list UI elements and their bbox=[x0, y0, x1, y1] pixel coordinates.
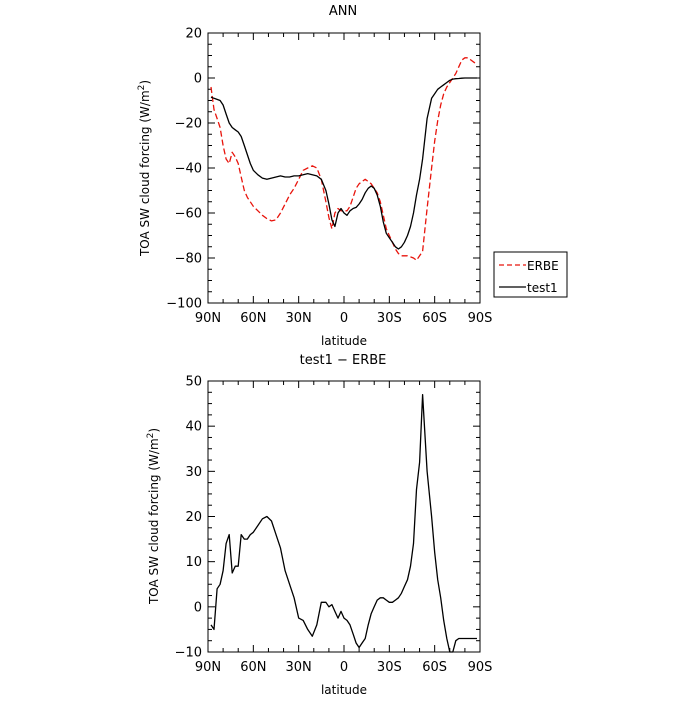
top-x-tick-labels: 90N 60N 30N 0 30S 60S 90S bbox=[195, 311, 493, 326]
bottom-x-tick-labels: 90N 60N 30N 0 30S 60S 90S bbox=[195, 660, 493, 675]
y-tick-label: −10 bbox=[175, 646, 202, 661]
x-tick-label: 0 bbox=[340, 311, 348, 326]
x-tick-label: 90N bbox=[195, 660, 221, 675]
y-tick-label: −80 bbox=[175, 252, 202, 267]
bottom-y-tick-labels: −10 0 10 20 30 40 50 bbox=[175, 375, 202, 661]
x-tick-label: 90S bbox=[468, 311, 493, 326]
legend-label-test1: test1 bbox=[527, 281, 558, 295]
x-tick-label: 30S bbox=[377, 311, 402, 326]
y-tick-label: −20 bbox=[175, 117, 202, 132]
x-tick-label: 60N bbox=[240, 311, 266, 326]
x-tick-label: 60S bbox=[422, 311, 447, 326]
y-tick-label: −100 bbox=[166, 297, 202, 312]
test1-series-line bbox=[210, 77, 477, 250]
y-tick-label: 10 bbox=[185, 555, 202, 570]
legend: ERBE test1 bbox=[493, 251, 568, 298]
erbe-series-line bbox=[210, 57, 478, 261]
y-tick-label: 50 bbox=[185, 375, 202, 390]
top-y-tick-labels: −100 −80 −60 −40 −20 0 20 bbox=[166, 27, 202, 312]
bottom-axis-ticks bbox=[207, 380, 481, 653]
x-tick-label: 0 bbox=[340, 660, 348, 675]
x-tick-label: 30N bbox=[286, 311, 312, 326]
x-tick-label: 60N bbox=[240, 660, 266, 675]
x-tick-label: 30S bbox=[377, 660, 402, 675]
y-tick-label: −60 bbox=[175, 207, 202, 222]
top-series bbox=[210, 57, 478, 261]
y-tick-label: 0 bbox=[194, 72, 202, 87]
y-tick-label: 40 bbox=[185, 420, 202, 435]
x-tick-label: 30N bbox=[286, 660, 312, 675]
bottom-panel: test1 − ERBE −10 0 10 20 30 40 50 90N 60N 30N 0 30… bbox=[146, 353, 492, 697]
bottom-y-axis-label: TOA SW cloud forcing (W/m2) bbox=[146, 428, 161, 605]
bottom-x-axis-label: latitude bbox=[321, 683, 367, 697]
y-tick-label: −40 bbox=[175, 162, 202, 177]
top-axis-ticks bbox=[207, 32, 481, 304]
top-x-axis-label: latitude bbox=[321, 334, 367, 348]
x-tick-label: 90S bbox=[468, 660, 493, 675]
legend-box bbox=[493, 251, 568, 298]
y-tick-label: 20 bbox=[185, 27, 202, 42]
top-panel: ANN −100 −80 −60 −40 −20 0 20 90N 60N 30N 0 30S 60S… bbox=[137, 4, 568, 348]
difference-series-line bbox=[210, 393, 477, 653]
bottom-series bbox=[210, 393, 477, 653]
top-y-axis-label: TOA SW cloud forcing (W/m2) bbox=[137, 80, 152, 257]
legend-label-erbe: ERBE bbox=[527, 259, 559, 273]
x-tick-label: 60S bbox=[422, 660, 447, 675]
top-chart-title: ANN bbox=[329, 4, 357, 19]
y-tick-label: 0 bbox=[194, 600, 202, 615]
y-tick-label: 30 bbox=[185, 465, 202, 480]
y-tick-label: 20 bbox=[185, 510, 202, 525]
x-tick-label: 90N bbox=[195, 311, 221, 326]
bottom-chart-title: test1 − ERBE bbox=[300, 353, 387, 368]
